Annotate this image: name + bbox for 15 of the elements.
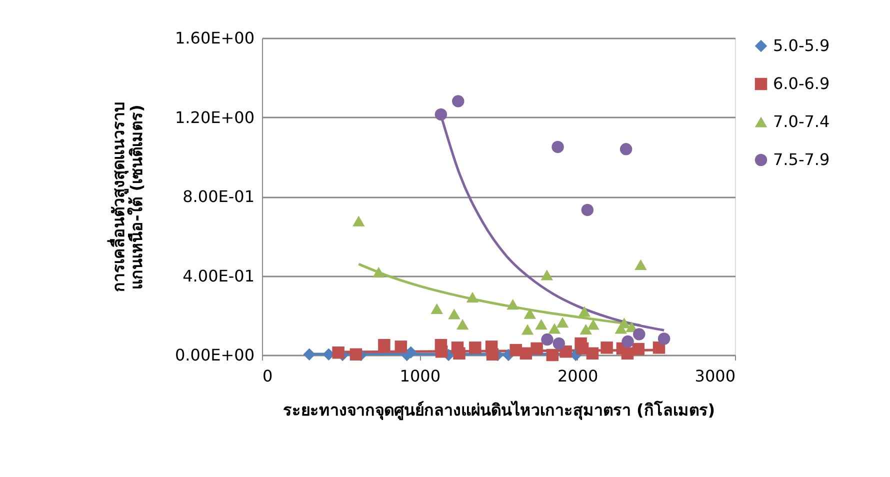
legend-label: 7.5-7.9 <box>773 150 830 169</box>
legend-label: 6.0-6.9 <box>773 74 830 93</box>
x-axis-title: ระยะทางจากจุดศูนย์กลางแผ่นดินไหวเกาะสุมาตรา (กิโลเมตร) <box>282 400 716 422</box>
x-tick-label: 1000 <box>400 366 441 386</box>
y-tick-label: 1.20E+00 <box>175 108 254 127</box>
x-tick-label: 3000 <box>694 366 736 386</box>
y-axis-title: การเคลื่อนตัวสูงสุดแนวราบ แกนเหนือ-ใต้ (เซนติเมตร) <box>107 102 146 292</box>
legend-label: 7.0-7.4 <box>773 112 830 131</box>
y-tick-label: 4.00E-01 <box>182 266 254 286</box>
x-tick-label: 0 <box>262 366 273 386</box>
y-tick-label: 0.00E+00 <box>175 346 254 364</box>
x-tick-label: 2000 <box>557 366 598 386</box>
legend-label: 5.0-5.9 <box>773 36 830 55</box>
y-tick-label: 8.00E-01 <box>182 187 254 206</box>
y-tick-label: 1.60E+00 <box>175 28 254 48</box>
